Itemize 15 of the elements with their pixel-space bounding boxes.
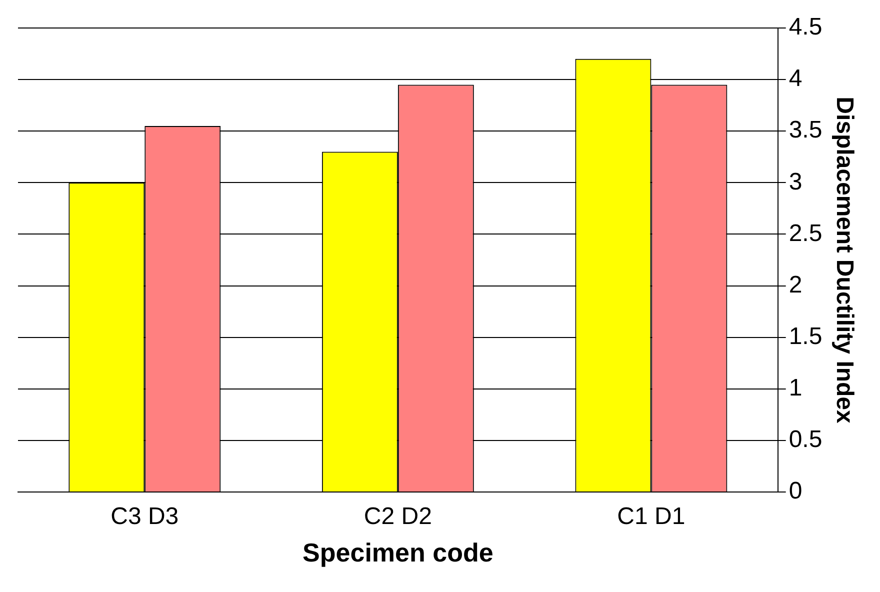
y-tick-label: 1.5	[788, 322, 822, 350]
y-tick-label: 4	[788, 65, 802, 92]
x-tick-label: C1 D1	[617, 503, 686, 530]
y-tick-label: 4.5	[788, 14, 822, 41]
y-tick-label: 0.5	[788, 426, 822, 454]
y-tick-label: 3.5	[788, 116, 822, 144]
y-tick-label: 1	[788, 374, 802, 402]
y-tick-label: 2.5	[788, 220, 822, 247]
y-axis-title: Displacement Ductility Index	[830, 96, 858, 424]
y-tick-label: 0	[788, 478, 802, 505]
y-tick-label: 2	[788, 271, 802, 298]
x-tick-label: C3 D3	[110, 503, 179, 530]
y-tick-label: 3	[788, 168, 802, 196]
x-axis-title: Specimen code	[302, 538, 494, 568]
x-tick-label: C2 D2	[364, 503, 432, 530]
